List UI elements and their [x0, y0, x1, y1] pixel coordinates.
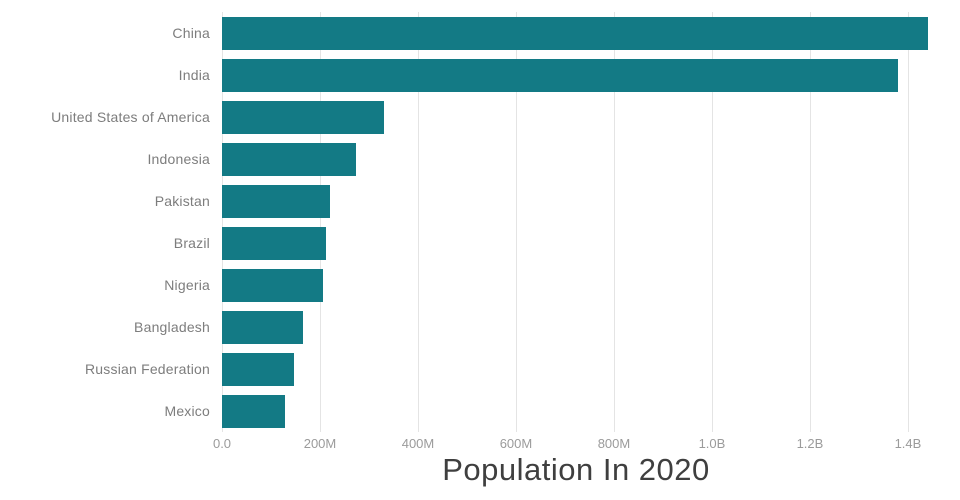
category-label: Russian Federation: [85, 361, 210, 377]
x-tick-label: 200M: [303, 436, 337, 451]
bar-track: [222, 390, 930, 432]
bar-pakistan: [222, 184, 330, 218]
bar-track: [222, 180, 930, 222]
bar-row: Brazil: [0, 222, 930, 264]
bar-china: [222, 16, 928, 50]
bar-bangladesh: [222, 310, 303, 344]
category-label: Nigeria: [164, 277, 210, 293]
bar-row: China: [0, 12, 930, 54]
bar-russian-federation: [222, 352, 294, 386]
x-tick-label: 1.0B: [698, 436, 726, 451]
bar-row: India: [0, 54, 930, 96]
bar-indonesia: [222, 142, 356, 176]
category-label: Brazil: [173, 235, 210, 251]
chart-title: Population In 2020: [442, 452, 710, 487]
category-label: Pakistan: [154, 193, 210, 209]
category-label: India: [178, 67, 210, 83]
bar-track: [222, 12, 930, 54]
bar-track: [222, 54, 930, 96]
bar-row: Bangladesh: [0, 306, 930, 348]
bar-row: United States of America: [0, 96, 930, 138]
bar-track: [222, 96, 930, 138]
category-label: Indonesia: [147, 151, 210, 167]
bar-united-states-of-america: [222, 100, 385, 134]
bar-brazil: [222, 226, 326, 260]
bar-track: [222, 222, 930, 264]
x-tick-label: 800M: [597, 436, 631, 451]
x-tick-label: 0.0: [212, 436, 232, 451]
bar-nigeria: [222, 268, 323, 302]
category-label: Bangladesh: [134, 319, 210, 335]
bar-track: [222, 264, 930, 306]
x-tick-label: 1.2B: [796, 436, 824, 451]
bar-row: Russian Federation: [0, 348, 930, 390]
bar-india: [222, 58, 899, 92]
bar-rows: China India United States of America Indone…: [0, 12, 930, 432]
bar-row: Mexico: [0, 390, 930, 432]
category-label: United States of America: [51, 109, 210, 125]
bar-track: [222, 306, 930, 348]
bar-row: Pakistan: [0, 180, 930, 222]
x-tick-label: 1.4B: [894, 436, 922, 451]
x-tick-label: 400M: [401, 436, 435, 451]
x-axis: 0.0 200M 400M 600M 800M 1.0B 1.2B 1.4B: [213, 436, 930, 454]
bar-track: [222, 348, 930, 390]
category-label: China: [172, 25, 210, 41]
bar-row: Indonesia: [0, 138, 930, 180]
bar-mexico: [222, 394, 286, 428]
category-label: Mexico: [164, 403, 210, 419]
bar-track: [222, 138, 930, 180]
x-tick-label: 600M: [499, 436, 533, 451]
bar-row: Nigeria: [0, 264, 930, 306]
